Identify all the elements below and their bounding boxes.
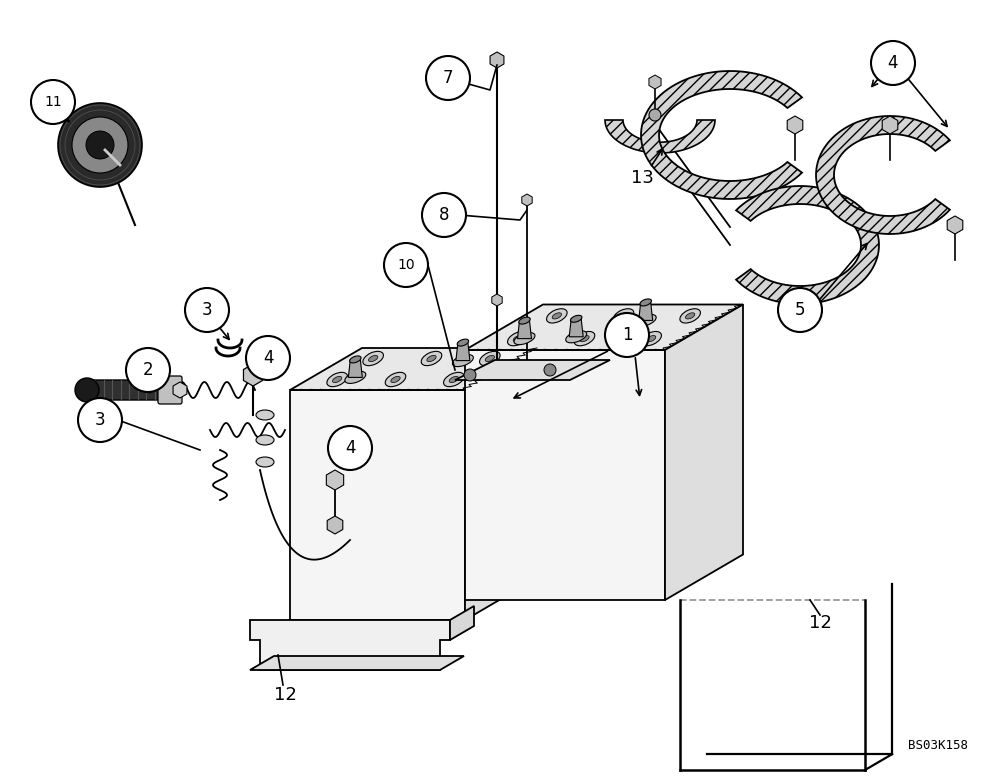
Circle shape xyxy=(75,378,99,402)
Circle shape xyxy=(422,193,466,237)
Text: 3: 3 xyxy=(202,301,212,319)
Ellipse shape xyxy=(449,376,458,383)
Polygon shape xyxy=(250,656,464,670)
Circle shape xyxy=(86,131,114,159)
Ellipse shape xyxy=(680,309,700,323)
Ellipse shape xyxy=(369,355,378,362)
Ellipse shape xyxy=(427,355,436,362)
Text: 4: 4 xyxy=(263,349,273,367)
Ellipse shape xyxy=(385,372,406,386)
Polygon shape xyxy=(348,359,362,377)
Text: 4: 4 xyxy=(345,439,355,457)
Circle shape xyxy=(126,348,170,392)
Polygon shape xyxy=(250,620,450,670)
Ellipse shape xyxy=(547,309,567,323)
Text: 7: 7 xyxy=(443,69,453,87)
Text: 1: 1 xyxy=(622,326,632,344)
Text: 11: 11 xyxy=(44,95,62,109)
Circle shape xyxy=(544,364,556,376)
Circle shape xyxy=(871,41,915,85)
Ellipse shape xyxy=(570,315,582,322)
Ellipse shape xyxy=(256,457,274,467)
Polygon shape xyxy=(518,320,532,338)
Ellipse shape xyxy=(552,313,561,319)
Polygon shape xyxy=(605,120,715,153)
Circle shape xyxy=(384,243,428,287)
Ellipse shape xyxy=(514,333,535,345)
Polygon shape xyxy=(736,186,879,304)
Circle shape xyxy=(185,288,229,332)
Ellipse shape xyxy=(256,410,274,420)
Polygon shape xyxy=(290,390,465,620)
Ellipse shape xyxy=(513,335,522,341)
Ellipse shape xyxy=(256,435,274,445)
Ellipse shape xyxy=(345,372,366,383)
Ellipse shape xyxy=(640,299,651,306)
Ellipse shape xyxy=(457,339,469,346)
Text: 12: 12 xyxy=(809,614,831,632)
Text: 13: 13 xyxy=(631,169,653,187)
Text: 12: 12 xyxy=(274,686,296,704)
Ellipse shape xyxy=(635,314,656,327)
Polygon shape xyxy=(465,348,537,620)
Ellipse shape xyxy=(619,313,628,319)
Circle shape xyxy=(78,398,122,442)
Text: 8: 8 xyxy=(439,206,449,224)
Ellipse shape xyxy=(391,376,400,383)
Ellipse shape xyxy=(452,355,473,366)
Circle shape xyxy=(464,369,476,381)
Ellipse shape xyxy=(580,335,589,341)
Polygon shape xyxy=(816,116,950,234)
Ellipse shape xyxy=(327,372,347,386)
Ellipse shape xyxy=(350,356,361,363)
Polygon shape xyxy=(455,360,610,380)
Circle shape xyxy=(72,117,128,173)
Polygon shape xyxy=(290,348,537,390)
Ellipse shape xyxy=(686,313,695,319)
Polygon shape xyxy=(456,342,470,361)
Circle shape xyxy=(58,103,142,187)
Ellipse shape xyxy=(444,372,464,386)
Ellipse shape xyxy=(574,331,595,346)
FancyBboxPatch shape xyxy=(90,380,165,400)
Text: 5: 5 xyxy=(795,301,805,319)
Polygon shape xyxy=(641,71,802,199)
FancyBboxPatch shape xyxy=(158,376,182,404)
Polygon shape xyxy=(569,319,583,337)
Ellipse shape xyxy=(566,331,587,343)
Ellipse shape xyxy=(485,355,494,362)
Ellipse shape xyxy=(508,331,528,346)
Polygon shape xyxy=(639,303,653,320)
Ellipse shape xyxy=(363,352,383,365)
Circle shape xyxy=(31,80,75,124)
Text: BS03K158: BS03K158 xyxy=(908,739,968,752)
Ellipse shape xyxy=(641,331,661,346)
Text: 10: 10 xyxy=(397,258,415,272)
Text: 3: 3 xyxy=(95,411,105,429)
Circle shape xyxy=(246,336,290,380)
Polygon shape xyxy=(665,304,743,600)
Ellipse shape xyxy=(613,309,634,323)
Circle shape xyxy=(778,288,822,332)
Ellipse shape xyxy=(421,352,442,365)
Polygon shape xyxy=(465,304,743,350)
Text: 2: 2 xyxy=(143,361,153,379)
Ellipse shape xyxy=(480,352,500,365)
Ellipse shape xyxy=(647,335,656,341)
Circle shape xyxy=(328,426,372,470)
Text: 4: 4 xyxy=(888,54,898,72)
Circle shape xyxy=(605,313,649,357)
Ellipse shape xyxy=(519,317,530,324)
Circle shape xyxy=(649,109,661,121)
Ellipse shape xyxy=(333,376,342,383)
Circle shape xyxy=(426,56,470,100)
Polygon shape xyxy=(450,606,474,640)
Polygon shape xyxy=(465,350,665,600)
